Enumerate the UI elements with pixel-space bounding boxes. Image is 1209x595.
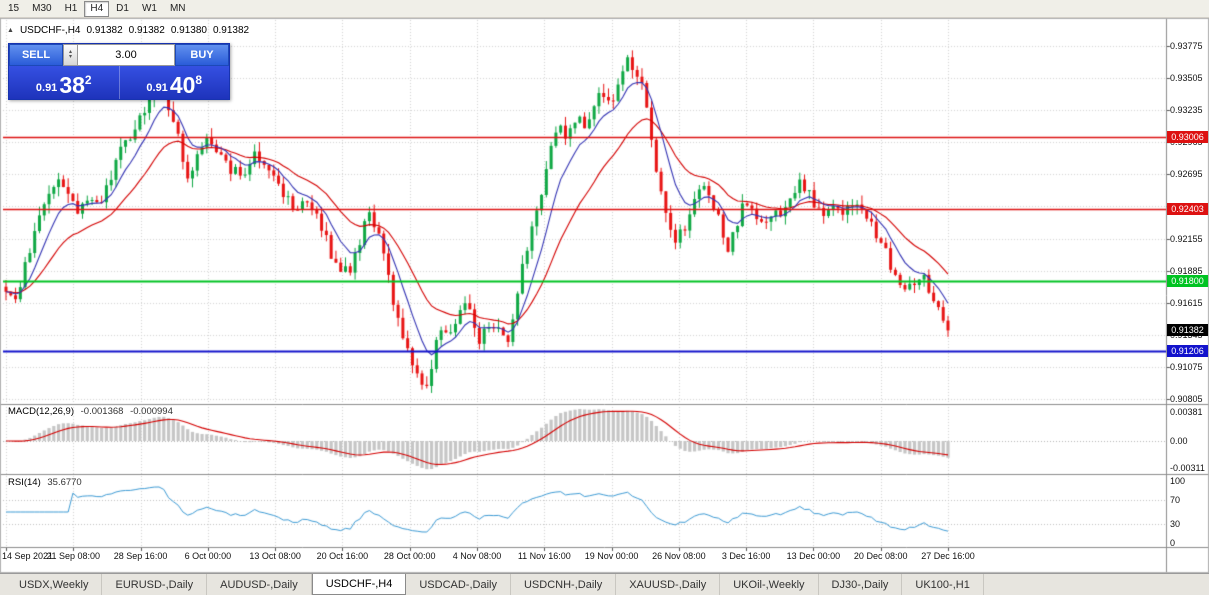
chart-tab-eurusd-daily[interactable]: EURUSD-,Daily — [102, 574, 208, 595]
ohlc-open: 0.91382 — [86, 25, 123, 36]
chart-tab-uk100-h1[interactable]: UK100-,H1 — [902, 574, 984, 595]
sell-price-pips: 38 — [59, 72, 85, 98]
sell-price-point: 2 — [84, 73, 92, 87]
macd-indicator-label: MACD(12,26,9) -0.001368 -0.000994 — [8, 406, 173, 417]
macd-value-signal: -0.000994 — [130, 406, 173, 417]
macd-name: MACD(12,26,9) — [8, 406, 74, 417]
chart-tab-bar: USDX,Weekly EURUSD-,Daily AUDUSD-,Daily USD… — [0, 573, 1209, 595]
chart-tab-audusd-daily[interactable]: AUDUSD-,Daily — [207, 574, 312, 595]
volume-stepper[interactable]: ▴ ▾ — [63, 44, 78, 66]
chart-canvas[interactable] — [0, 18, 1209, 573]
tf-button-h1[interactable]: H1 — [64, 2, 78, 14]
timeframe-toolbar: 15 M30 H1 H4 D1 W1 MN — [0, 0, 1209, 18]
chart-tab-usdx-weekly[interactable]: USDX,Weekly — [6, 574, 103, 595]
sell-price-prefix: 0.91 — [35, 82, 58, 94]
tf-button-mn[interactable]: MN — [169, 2, 186, 14]
tf-button-h4[interactable]: H4 — [84, 0, 110, 17]
sell-price-display[interactable]: 0.91 38 2 — [9, 66, 119, 99]
rsi-indicator-label: RSI(14) 35.6770 — [8, 477, 82, 488]
buy-price-prefix: 0.91 — [146, 82, 168, 94]
chart-header: ▲ USDCHF-,H4 0.91382 0.91382 0.91380 0.9… — [7, 25, 249, 36]
rsi-name: RSI(14) — [8, 477, 41, 488]
tf-button-d1[interactable]: D1 — [116, 2, 129, 14]
one-click-trading-panel: SELL ▴ ▾ 3.00 BUY 0.91 38 2 0.91 40 8 — [8, 43, 230, 100]
one-click-controls: SELL ▴ ▾ 3.00 BUY — [9, 44, 229, 66]
chart-tab-usdchf-h4[interactable]: USDCHF-,H4 — [311, 574, 407, 595]
rsi-value: 35.6770 — [47, 477, 82, 488]
spin-down-icon[interactable]: ▾ — [68, 54, 72, 60]
ohlc-low: 0.91380 — [170, 25, 207, 36]
chart-tab-dj30-daily[interactable]: DJ30-,Daily — [819, 574, 903, 595]
tf-button-15[interactable]: 15 — [8, 2, 20, 14]
chart-tab-xauusd-daily[interactable]: XAUUSD-,Daily — [616, 574, 721, 595]
one-click-prices: 0.91 38 2 0.91 40 8 — [9, 66, 229, 99]
buy-price-pips: 40 — [169, 72, 196, 98]
buy-button[interactable]: BUY — [175, 44, 229, 66]
buy-price-display[interactable]: 0.91 40 8 — [118, 66, 230, 99]
volume-input[interactable]: 3.00 — [78, 44, 175, 66]
buy-price-point: 8 — [195, 73, 203, 87]
chart-tab-ukoil-weekly[interactable]: UKOil-,Weekly — [720, 574, 819, 595]
tf-button-m30[interactable]: M30 — [32, 2, 52, 14]
chart-symbol-title: USDCHF-,H4 — [19, 25, 81, 36]
chart-tab-usdcad-daily[interactable]: USDCAD-,Daily — [406, 574, 511, 595]
chart-tab-usdcnh-daily[interactable]: USDCNH-,Daily — [511, 574, 617, 595]
spin-up-icon[interactable]: ▴ — [68, 49, 72, 55]
tf-button-w1[interactable]: W1 — [141, 2, 157, 14]
collapse-panel-icon[interactable]: ▲ — [7, 27, 14, 34]
ohlc-close: 0.91382 — [212, 25, 250, 36]
ohlc-high: 0.91382 — [128, 25, 165, 36]
sell-button[interactable]: SELL — [9, 44, 63, 66]
macd-value-main: -0.001368 — [80, 406, 124, 417]
